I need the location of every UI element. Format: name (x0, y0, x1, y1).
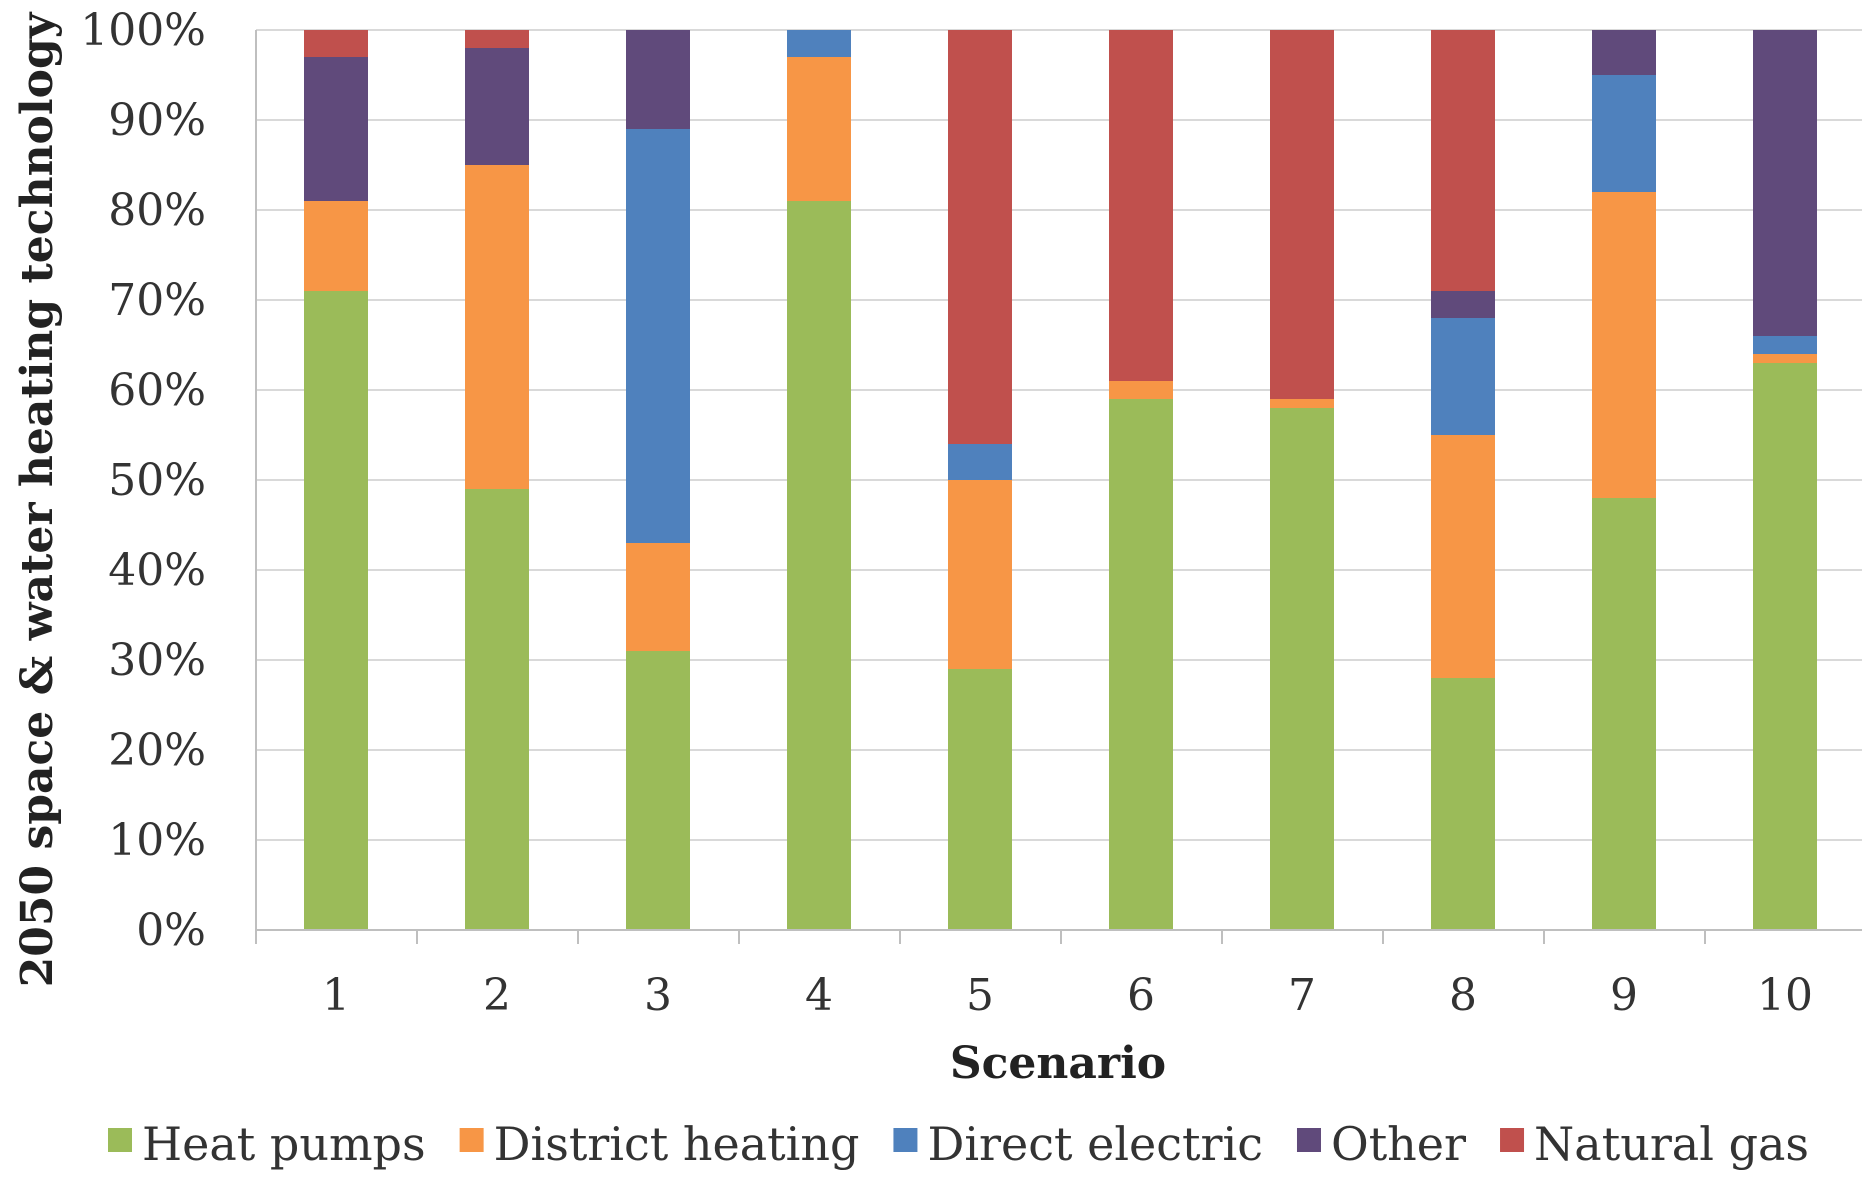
bar-segment (626, 30, 690, 129)
bars (304, 30, 1817, 930)
bar-segment (1753, 30, 1817, 336)
bar-segment (1592, 192, 1656, 498)
bar-segment (1753, 336, 1817, 354)
x-tick-label: 3 (644, 970, 672, 1021)
bar-segment (1431, 318, 1495, 435)
bar-segment (304, 291, 368, 930)
legend-label: Heat pumps (142, 1117, 426, 1171)
x-tick-label: 1 (322, 970, 350, 1021)
y-tick-label: 30% (108, 635, 206, 686)
bar-segment (1753, 363, 1817, 930)
legend-label: Other (1331, 1117, 1466, 1171)
bar-segment (465, 489, 529, 930)
x-tick-label: 9 (1610, 970, 1638, 1021)
bar-segment (948, 669, 1012, 930)
bar-segment (465, 165, 529, 489)
y-tick-label: 50% (108, 455, 206, 506)
bar-segment (1431, 678, 1495, 930)
y-tick-label: 70% (108, 275, 206, 326)
legend-label: Natural gas (1534, 1117, 1809, 1171)
bar-segment (1270, 408, 1334, 930)
bar-segment (1270, 30, 1334, 399)
legend-swatch (1500, 1128, 1525, 1152)
legend-label: District heating (494, 1117, 860, 1171)
bar-segment (787, 201, 851, 930)
y-axis-title: 2050 space & water heating technology (12, 11, 63, 987)
x-tick-label: 5 (966, 970, 994, 1021)
bar-segment (304, 201, 368, 291)
y-tick-label: 20% (108, 725, 206, 776)
legend-swatch (1296, 1128, 1321, 1152)
x-tick-label: 10 (1757, 970, 1813, 1021)
bar-segment (626, 129, 690, 543)
bar-segment (1431, 291, 1495, 318)
x-tick-label: 7 (1288, 970, 1316, 1021)
bar-segment (787, 30, 851, 57)
bar-segment (1431, 435, 1495, 678)
bar-segment (626, 543, 690, 651)
legend-label: Direct electric (927, 1117, 1263, 1171)
legend-swatch (108, 1128, 132, 1152)
bar-segment (465, 30, 529, 48)
x-tick-label: 6 (1127, 970, 1155, 1021)
bar-segment (1270, 399, 1334, 408)
x-tick-label: 2 (483, 970, 511, 1021)
bar-segment (1592, 75, 1656, 192)
bar-segment (948, 30, 1012, 444)
x-tick-label: 8 (1449, 970, 1477, 1021)
y-tick-label: 0% (136, 905, 206, 956)
bar-segment (465, 48, 529, 165)
bar-segment (1753, 354, 1817, 363)
bar-segment (1109, 30, 1173, 381)
axes (255, 30, 1862, 944)
legend: Heat pumps District heating Direct electri… (108, 1117, 1809, 1171)
bar-segment (304, 30, 368, 57)
bar-segment (1431, 30, 1495, 291)
bar-segment (1109, 381, 1173, 399)
bar-segment (787, 57, 851, 201)
bar-segment (626, 651, 690, 930)
legend-swatch (893, 1128, 918, 1152)
x-tick-label: 4 (805, 970, 833, 1021)
bar-segment (1592, 498, 1656, 930)
bar-segment (948, 480, 1012, 669)
y-tick-label: 80% (108, 185, 206, 236)
bar-segment (1592, 30, 1656, 75)
y-tick-label: 10% (108, 815, 206, 866)
bar-segment (304, 57, 368, 201)
legend-swatch (459, 1128, 484, 1152)
bar-segment (948, 444, 1012, 480)
y-tick-label: 40% (108, 545, 206, 596)
y-tick-label: 100% (80, 5, 206, 56)
y-tick-label: 90% (108, 95, 206, 146)
bar-segment (1109, 399, 1173, 930)
y-tick-labels: 0% 10% 20% 30% 40% 50% 60% 70% 80% 90% 100% (80, 5, 206, 956)
y-tick-label: 60% (108, 365, 206, 416)
x-tick-labels: 1 2 3 4 5 6 7 8 9 10 (322, 970, 1813, 1021)
x-axis-title: Scenario (950, 1038, 1166, 1089)
